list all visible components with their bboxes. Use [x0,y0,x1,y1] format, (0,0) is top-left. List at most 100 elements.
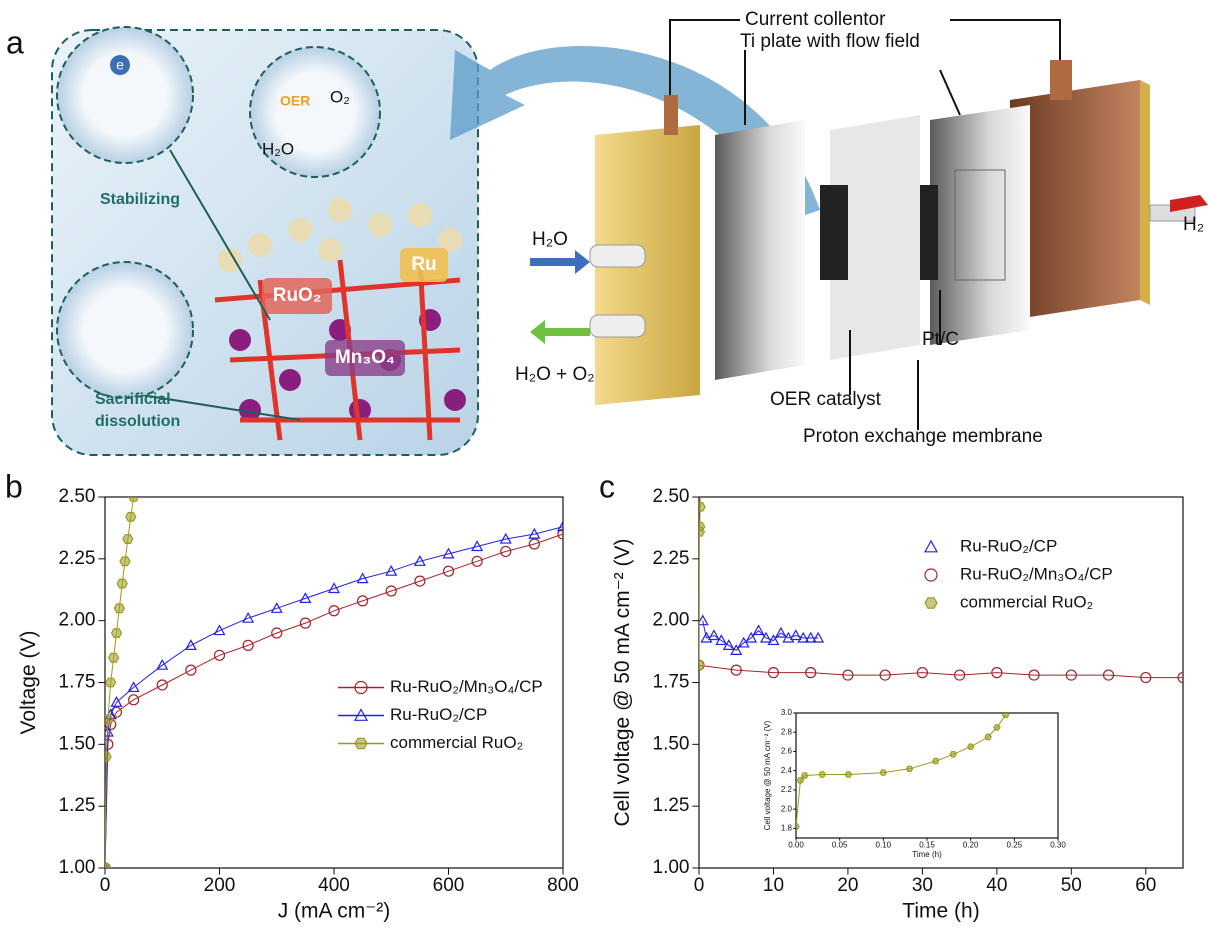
marker [933,759,939,764]
sacrificial-label: Sacrificial [95,391,171,408]
legend-label: Ru-RuO₂/Mn₃O₄/CP [960,564,1113,583]
x-tick-label: 0 [694,875,705,896]
y-axis-label: Voltage (V) [17,631,40,735]
marker [694,661,704,670]
x-tick-label: 0.15 [919,841,935,850]
y-tick-label: 2.25 [59,548,96,569]
y-tick-label: 3.0 [781,708,793,717]
panel-a: a RuO₂ Ru Mn₃O₄ e OER O₂ H₂O Stabilizing… [6,9,1208,455]
marker [819,772,825,777]
x-tick-label: 20 [837,875,858,896]
x-tick-label: 800 [547,875,579,896]
marker [1003,712,1009,717]
marker [120,557,130,566]
plot-frame [796,713,1058,838]
stabilizing-label: Stabilizing [100,191,180,208]
o2-label: O₂ [330,87,350,106]
panel-label: a [6,24,24,60]
marker [950,752,956,757]
x-tick-label: 0 [100,875,111,896]
x-tick-label: 0.10 [876,841,892,850]
pt-c-label: Pt/C [922,329,959,350]
sacrificial-label: dissolution [95,413,180,430]
oer-catalyst-label: OER catalyst [770,389,882,410]
panel-label: b [5,468,23,504]
panel-label: c [599,468,615,504]
marker [696,456,706,465]
legend-label: Ru-RuO₂/Mn₃O₄/CP [390,677,543,696]
x-axis-label: Time (h) [902,900,979,923]
figure: a RuO₂ Ru Mn₃O₄ e OER O₂ H₂O Stabilizing… [0,0,1208,933]
x-tick-label: 0.25 [1007,841,1023,850]
h2-label: H₂ [1183,214,1204,235]
oer-label: OER [280,93,310,109]
legend-label: commercial RuO₂ [960,592,1093,611]
y-tick-label: 1.25 [59,795,96,816]
x-tick-label: 200 [204,875,236,896]
marker [112,629,122,638]
y-tick-label: 1.75 [653,672,690,693]
marker [925,569,937,581]
y-tick-label: 1.50 [653,733,690,754]
y-tick-label: 2.6 [781,747,793,756]
y-tick-label: 1.75 [59,672,96,693]
marker [802,773,808,778]
marker [109,653,119,662]
marker [101,752,111,761]
membrane-label: Proton exchange membrane [803,426,1043,447]
series [100,522,568,872]
series [100,493,139,873]
series-line [796,715,1006,827]
marker [880,770,886,775]
marker [797,778,803,783]
series [694,660,1188,682]
x-tick-label: 10 [763,875,784,896]
series-line [703,621,818,651]
y-tick-label: 1.00 [653,857,690,878]
marker [117,579,127,588]
mn3o4-label: Mn₃O₄ [335,347,395,368]
y-tick-label: 1.8 [781,823,793,832]
y-tick-label: 2.00 [59,610,96,631]
chart: 0.000.050.100.150.200.250.301.82.02.22.4… [763,708,1066,859]
legend-label: Ru-RuO₂/CP [960,536,1057,555]
x-axis-label: Time (h) [912,850,942,859]
series [698,616,823,655]
marker [695,503,705,512]
x-tick-label: 0.20 [963,841,979,850]
marker [129,493,139,502]
y-tick-label: 2.50 [59,486,96,507]
h2o-in-label: H₂O [532,229,568,250]
marker [106,678,116,687]
ti-plate-label: Ti plate with flow field [740,31,920,52]
y-axis-label: Cell voltage @ 50 mA cm⁻² (V) [763,720,772,830]
series-line [105,527,563,868]
electron-label: e [116,57,124,73]
y-tick-label: 2.4 [781,766,793,775]
series-line [699,665,1183,677]
marker [114,604,124,613]
y-tick-label: 1.25 [653,795,690,816]
h2o-label: H₂O [262,139,294,158]
marker [126,513,136,522]
marker [845,772,851,777]
x-tick-label: 0.00 [788,841,804,850]
x-tick-label: 600 [433,875,465,896]
legend-label: Ru-RuO₂/CP [390,705,487,724]
marker [985,734,991,739]
marker [355,738,367,748]
x-tick-label: 50 [1061,875,1082,896]
ru-label: Ru [411,254,436,275]
ruo2-label: RuO₂ [273,285,322,306]
h2o-o2-label: H₂O + O₂ [515,364,595,385]
x-tick-label: 0.05 [832,841,848,850]
y-tick-label: 2.50 [653,486,690,507]
series [100,529,568,873]
marker [968,744,974,749]
x-tick-label: 60 [1135,875,1156,896]
y-tick-label: 2.2 [781,785,793,794]
y-tick-label: 2.8 [781,727,793,736]
legend-label: commercial RuO₂ [390,733,523,752]
